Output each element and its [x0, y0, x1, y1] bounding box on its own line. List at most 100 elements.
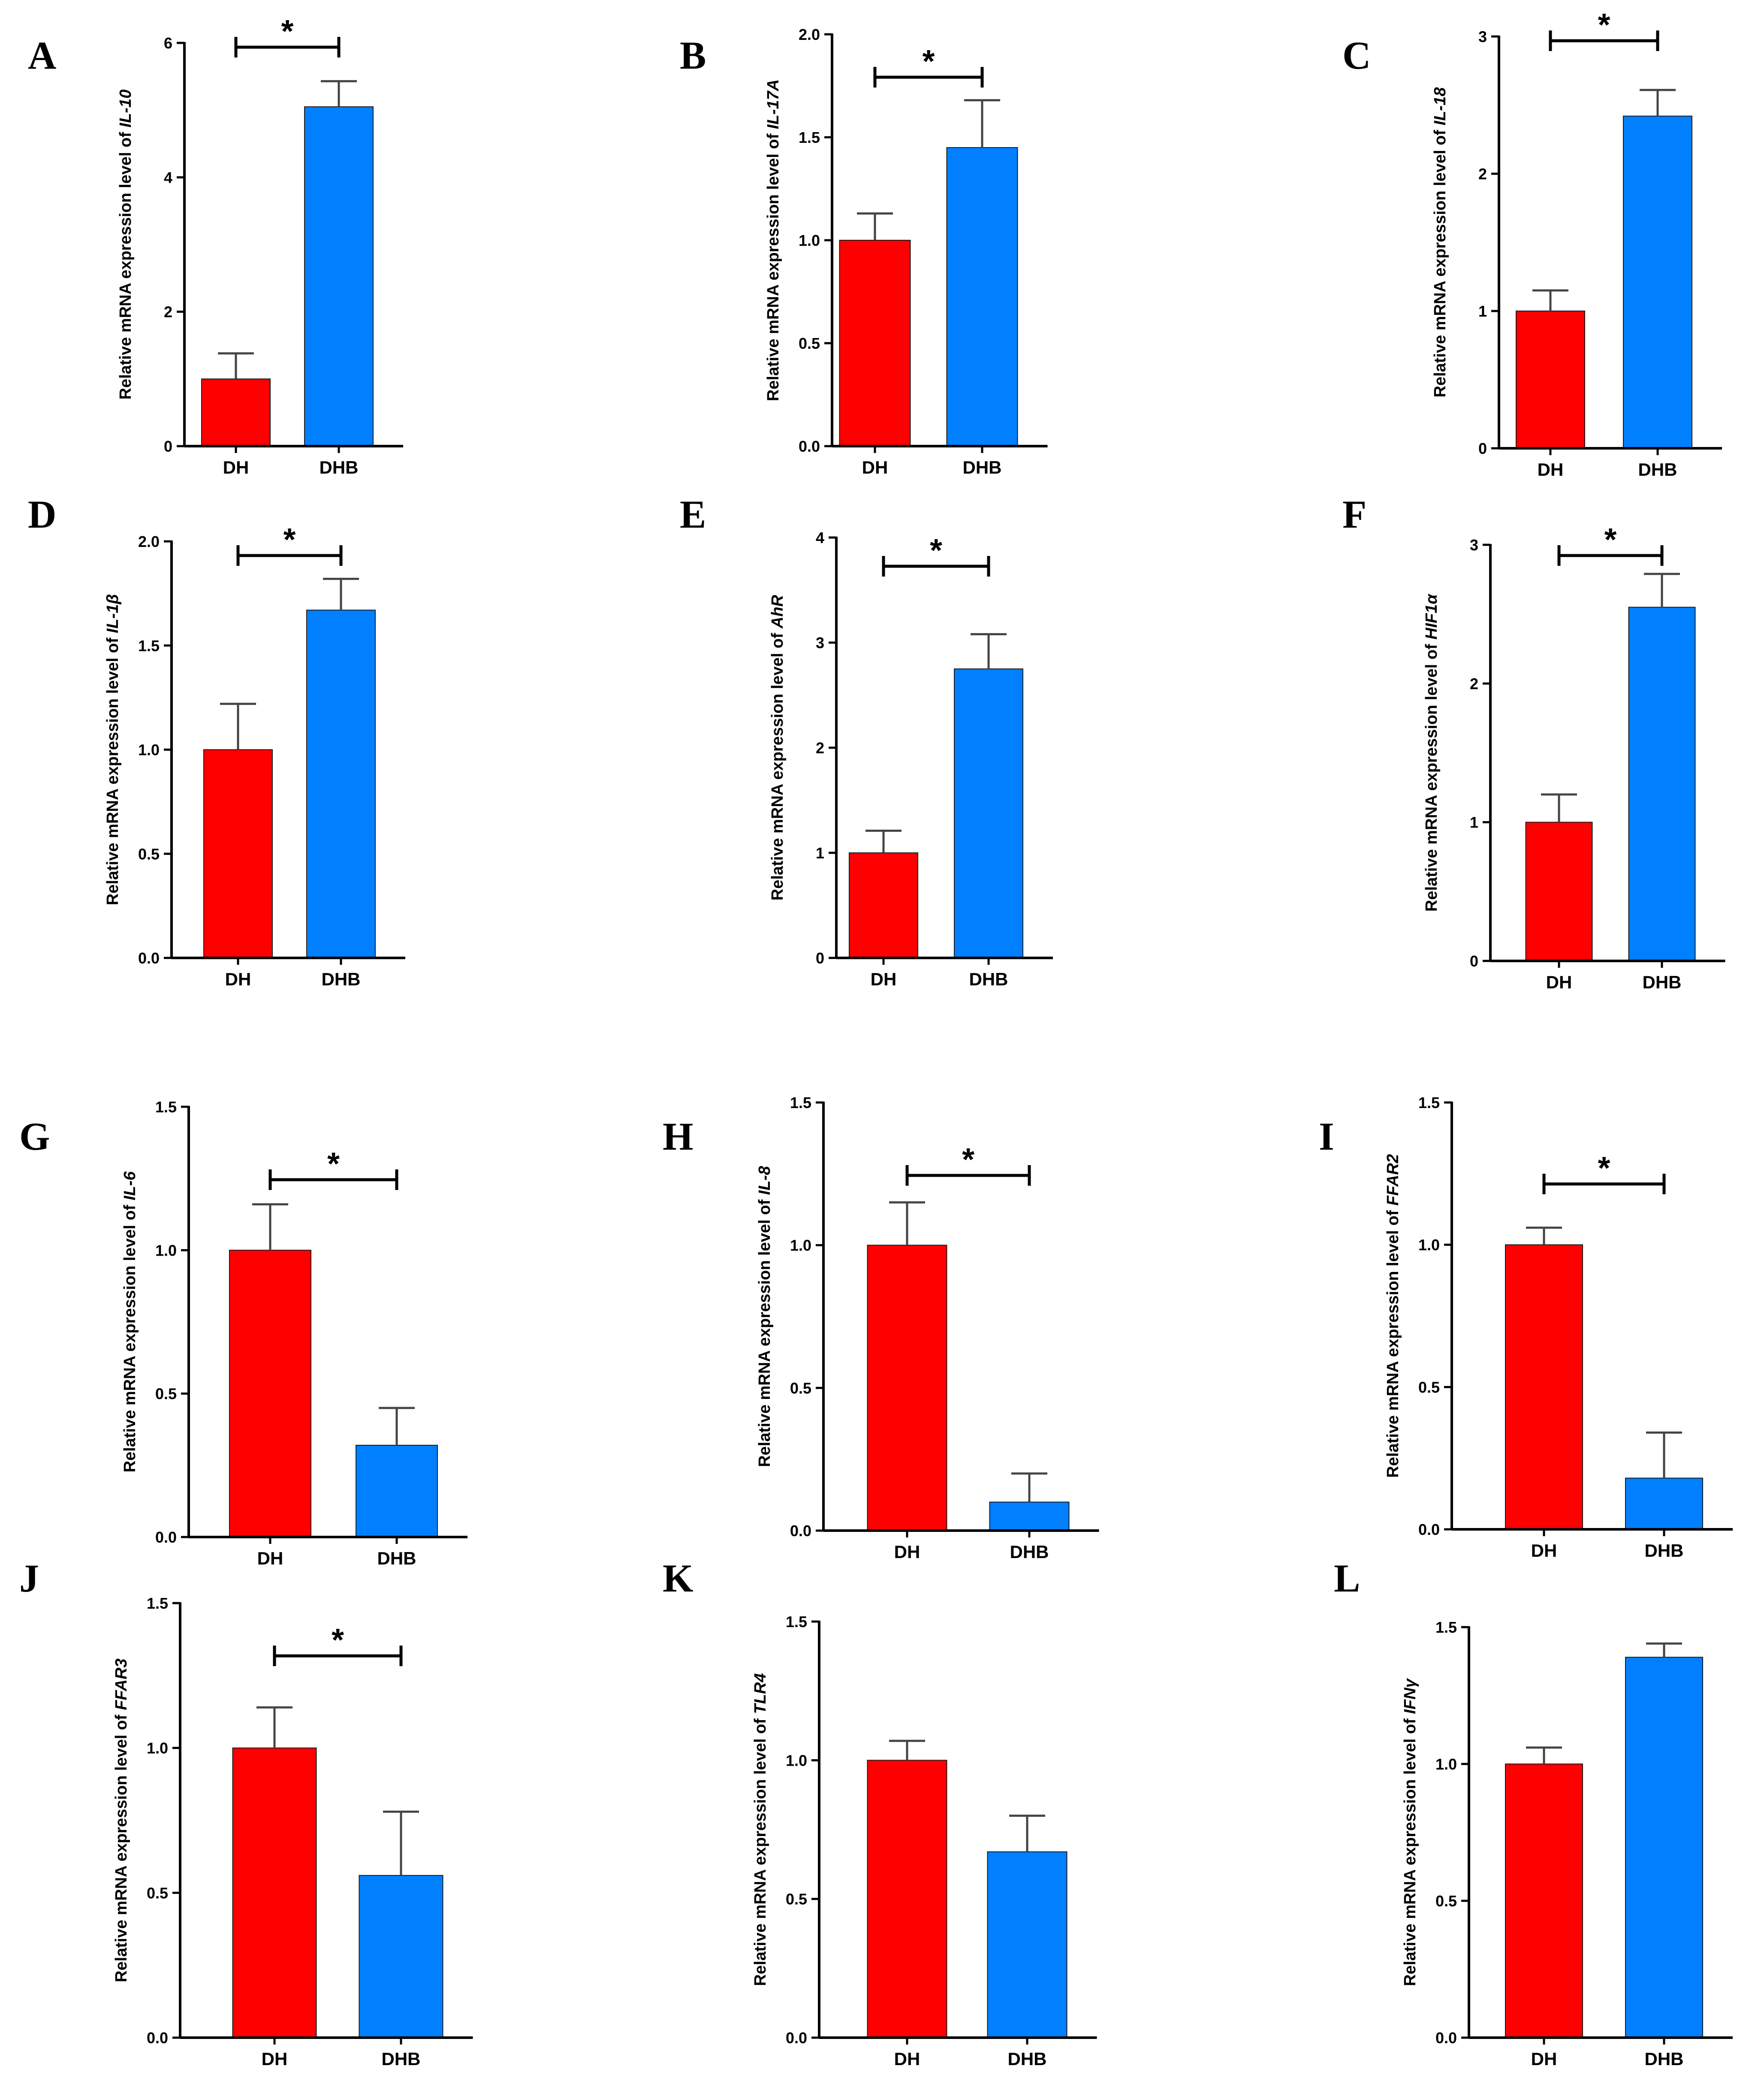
y-tick-label: 0.5	[155, 1385, 177, 1403]
y-tick-label: 0.0	[147, 2029, 168, 2047]
y-tick-label: 0.5	[786, 1891, 807, 1908]
bar-dhb	[954, 668, 1023, 958]
bar-dhb	[1628, 607, 1696, 961]
y-axis-title: Relative mRNA expression level of FFAR2	[1384, 1154, 1402, 1478]
significance-star: *	[962, 1142, 974, 1177]
y-tick-label: 1.0	[138, 741, 160, 759]
x-tick-label: DH	[1546, 972, 1572, 992]
bar-dhb	[987, 1851, 1067, 2039]
y-axis-title-prefix: Relative mRNA expression level of	[121, 1205, 139, 1472]
y-axis-title-prefix: Relative mRNA expression level of	[751, 1718, 769, 1986]
y-tick-label: 1.0	[786, 1752, 807, 1769]
bar-dhb	[989, 1501, 1070, 1531]
y-tick-label: 3	[1478, 28, 1487, 45]
error-bar-dhb	[1009, 1815, 1045, 1852]
significance-star: *	[332, 1622, 344, 1658]
panel-letter: E	[680, 492, 706, 536]
y-axis-title-gene: IL-17A	[764, 79, 782, 129]
bar-dh	[1525, 821, 1593, 961]
x-tick-label: DH	[894, 2049, 920, 2069]
x-tick-label: DHB	[1643, 972, 1682, 992]
y-axis-title-prefix: Relative mRNA expression level of	[1384, 1210, 1402, 1478]
y-tick-label: 3	[1470, 536, 1478, 554]
error-bar-dhb	[379, 1407, 415, 1446]
significance-bracket: *	[273, 1622, 403, 1666]
y-tick-label: 1.5	[155, 1098, 177, 1116]
x-tick-label: DHB	[322, 969, 361, 989]
significance-star: *	[923, 43, 935, 79]
y-axis-title-prefix: Relative mRNA expression level of	[117, 132, 135, 399]
x-tick-label: DHB	[969, 969, 1008, 989]
error-bar-dh	[889, 1740, 925, 1761]
x-tick-label: DHB	[382, 2049, 421, 2069]
y-axis-title: Relative mRNA expression level of IFNγ	[1401, 1678, 1419, 1986]
y-tick-label: 0.0	[790, 1522, 811, 1540]
panel-letter: I	[1319, 1114, 1334, 1158]
y-tick-label: 1.5	[138, 637, 160, 655]
y-axis-title-gene: IL-6	[121, 1171, 139, 1200]
y-axis-title-gene: FFAR3	[112, 1658, 130, 1710]
panel-a: A DH DHB 0 2 4 6 Relative mRNA expression level…	[28, 13, 403, 477]
x-tick-label: DHB	[1645, 2049, 1684, 2069]
x-tick-label: DHB	[377, 1548, 416, 1568]
panel-letter: A	[28, 33, 56, 77]
y-tick-label: 0.5	[799, 335, 820, 352]
panel-e: E DH DHB 0 1 2 3 4 Relative mRNA expression leve…	[680, 492, 1053, 989]
bar-dh	[232, 1747, 317, 2039]
y-tick-label: 0.5	[1418, 1378, 1440, 1396]
error-bar-dh	[857, 212, 893, 240]
panel-letter: C	[1342, 33, 1371, 77]
y-axis-title-gene: IL-1β	[104, 594, 122, 633]
error-bar-dhb	[1646, 1431, 1682, 1478]
y-tick-label: 1.0	[155, 1241, 177, 1259]
significance-star: *	[1598, 7, 1610, 42]
y-tick-label: 0.0	[799, 438, 820, 455]
bar-dh	[1505, 1764, 1583, 2038]
y-tick-label: 2.0	[799, 26, 820, 43]
significance-bracket: *	[882, 532, 990, 577]
bar-dh	[867, 1244, 947, 1531]
y-axis-title-prefix: Relative mRNA expression level of	[1431, 130, 1449, 397]
significance-star: *	[281, 13, 294, 49]
y-axis-title: Relative mRNA expression level of FFAR3	[112, 1658, 130, 1982]
y-tick-label: 1.5	[147, 1595, 168, 1612]
y-axis-title: Relative mRNA expression level of IL-17A	[764, 79, 782, 401]
y-tick-label: 2	[1478, 165, 1487, 183]
y-tick-label: 1.5	[1435, 1619, 1457, 1636]
bar-dhb	[1623, 115, 1692, 449]
y-tick-label: 1.0	[790, 1237, 811, 1254]
y-tick-label: 0.5	[1435, 1892, 1457, 1910]
bar-dhb	[1625, 1657, 1703, 2038]
panel-b: B DH DHB 0.0 0.5 1.0 1.5 2.0 Relative mRNA expre…	[680, 26, 1048, 477]
significance-bracket: *	[236, 522, 343, 566]
y-tick-label: 1.5	[790, 1094, 811, 1111]
error-bar-dh	[256, 1706, 292, 1748]
y-axis-title-gene: TLR4	[751, 1673, 769, 1714]
bar-dh	[203, 749, 273, 958]
y-tick-label: 4	[164, 169, 172, 186]
panel-letter: D	[28, 492, 56, 536]
x-tick-label: DHB	[1638, 459, 1677, 480]
panel-g: G DH DHB 0.0 0.5 1.0 1.5 Relative mRNA expressi…	[19, 1098, 467, 1568]
y-axis-title: Relative mRNA expression level of IL-6	[121, 1171, 139, 1473]
significance-star: *	[930, 532, 942, 568]
x-tick-label: DHB	[1645, 1540, 1684, 1561]
y-tick-label: 1.0	[799, 232, 820, 249]
bar-dhb	[306, 610, 376, 958]
error-bar-dh	[220, 703, 256, 750]
y-tick-label: 2	[816, 739, 824, 757]
y-axis-title: Relative mRNA expression level of AhR	[769, 595, 787, 900]
panel-h: H DH DHB 0.0 0.5 1.0 1.5 Relative mRNA expressi…	[663, 1094, 1099, 1562]
error-bar-dh	[252, 1203, 288, 1250]
x-tick-label: DH	[1531, 1540, 1557, 1561]
error-bar-dh	[865, 830, 902, 853]
significance-bracket: *	[268, 1146, 398, 1190]
y-tick-label: 3	[816, 634, 824, 652]
significance-bracket: *	[905, 1142, 1031, 1186]
y-tick-label: 1	[816, 844, 824, 862]
x-tick-label: DH	[862, 457, 888, 477]
panel-j: J DH DHB 0.0 0.5 1.0 1.5 Relative mRNA expressi…	[19, 1556, 473, 2069]
significance-bracket: *	[1557, 522, 1664, 566]
significance-bracket: *	[1549, 7, 1659, 51]
